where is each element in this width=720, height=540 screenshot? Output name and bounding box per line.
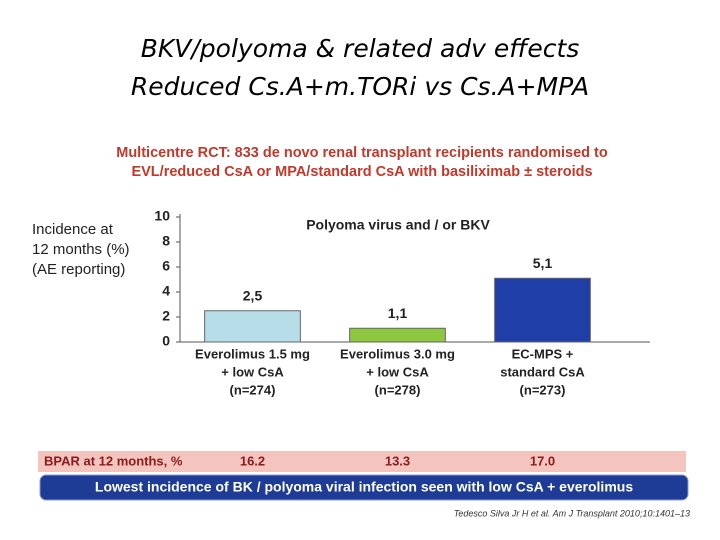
- value-label: 1,1: [388, 305, 408, 321]
- x-tick-label: standard CsA: [500, 364, 585, 379]
- y-tick-label: 8: [162, 233, 170, 249]
- y-tick-label: 10: [154, 208, 170, 224]
- bpar-value: 16.2: [240, 453, 265, 468]
- y-tick-label: 4: [162, 283, 170, 299]
- y-tick-label: 0: [162, 333, 170, 349]
- x-tick-label: (n=278): [375, 382, 421, 397]
- y-tick-label: 6: [162, 258, 170, 274]
- x-tick-label: + low CsA: [366, 364, 429, 379]
- x-tick-label: (n=274): [230, 382, 276, 397]
- bpar-value: 13.3: [385, 453, 410, 468]
- citation: Tedesco Silva Jr H et al. Am J Transplan…: [454, 508, 690, 518]
- x-tick-label: Everolimus 1.5 mg: [195, 346, 310, 361]
- subtitle: EVL/reduced CsA or MPA/standard CsA with…: [131, 164, 592, 180]
- x-tick-label: EC-MPS +: [512, 346, 574, 361]
- banner: [39, 474, 689, 501]
- x-tick-label: + low CsA: [221, 364, 284, 379]
- slide-title: BKV/polyoma & related adv effects: [141, 34, 580, 63]
- value-label: 2,5: [243, 287, 263, 303]
- bar: [204, 310, 301, 343]
- x-tick-label: (n=273): [520, 382, 566, 397]
- bpar-value: 17.0: [530, 453, 555, 468]
- subtitle: Multicentre RCT: 833 de novo renal trans…: [116, 145, 608, 161]
- y-axis-label: 12 months (%): [32, 241, 130, 258]
- plot-title: Polyoma virus and / or BKV: [306, 217, 490, 233]
- value-label: 5,1: [533, 255, 553, 271]
- x-tick-label: Everolimus 3.0 mg: [340, 346, 455, 361]
- y-tick-label: 2: [162, 308, 170, 324]
- bpar-label: BPAR at 12 months, %: [44, 453, 183, 468]
- slide-title: Reduced Cs.A+m.TORi vs Cs.A+MPA: [131, 72, 589, 101]
- y-axis-label: (AE reporting): [32, 261, 125, 278]
- banner-text: Lowest incidence of BK / polyoma viral i…: [95, 479, 633, 495]
- y-axis-label: Incidence at: [32, 221, 114, 238]
- bpar-row: [38, 451, 686, 472]
- bar: [494, 277, 591, 343]
- bar: [349, 327, 446, 343]
